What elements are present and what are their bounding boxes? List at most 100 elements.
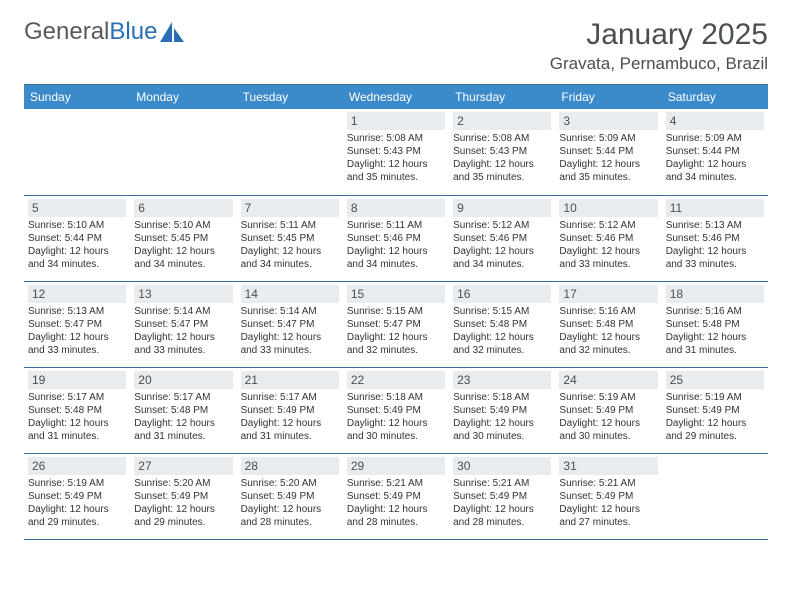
sunset-line: Sunset: 5:46 PM [453, 232, 551, 245]
day-info: Sunrise: 5:21 AMSunset: 5:49 PMDaylight:… [347, 477, 445, 529]
day-info: Sunrise: 5:21 AMSunset: 5:49 PMDaylight:… [453, 477, 551, 529]
day-number: 22 [347, 371, 445, 389]
sunset-line: Sunset: 5:47 PM [347, 318, 445, 331]
day-info: Sunrise: 5:11 AMSunset: 5:45 PMDaylight:… [241, 219, 339, 271]
daylight-line-1: Daylight: 12 hours [134, 503, 232, 516]
daylight-line-1: Daylight: 12 hours [241, 245, 339, 258]
day-number: 16 [453, 285, 551, 303]
weekday-header: Monday [130, 85, 236, 110]
daylight-line-2: and 30 minutes. [559, 430, 657, 443]
day-info: Sunrise: 5:12 AMSunset: 5:46 PMDaylight:… [559, 219, 657, 271]
sunrise-line: Sunrise: 5:10 AM [134, 219, 232, 232]
day-number: 31 [559, 457, 657, 475]
sunrise-line: Sunrise: 5:12 AM [559, 219, 657, 232]
calendar-row: 19Sunrise: 5:17 AMSunset: 5:48 PMDayligh… [24, 367, 768, 453]
calendar-day-cell: 9 Sunrise: 5:12 AMSunset: 5:46 PMDaylight… [449, 195, 555, 281]
sunset-line: Sunset: 5:46 PM [347, 232, 445, 245]
calendar-row: 1Sunrise: 5:08 AMSunset: 5:43 PMDaylight… [24, 109, 768, 195]
daylight-line-1: Daylight: 12 hours [666, 158, 764, 171]
calendar-day-cell: 17Sunrise: 5:16 AMSunset: 5:48 PMDayligh… [555, 281, 661, 367]
daylight-line-2: and 32 minutes. [559, 344, 657, 357]
calendar-day-cell: 1Sunrise: 5:08 AMSunset: 5:43 PMDaylight… [343, 109, 449, 195]
daylight-line-2: and 33 minutes. [28, 344, 126, 357]
calendar-day-cell: 16 Sunrise: 5:15 AMSunset: 5:48 PMDayligh… [449, 281, 555, 367]
sunset-line: Sunset: 5:48 PM [453, 318, 551, 331]
calendar-body: 1Sunrise: 5:08 AMSunset: 5:43 PMDaylight… [24, 109, 768, 539]
daylight-line-1: Daylight: 12 hours [347, 503, 445, 516]
sunrise-line: Sunrise: 5:11 AM [241, 219, 339, 232]
calendar-day-cell: 23Sunrise: 5:18 AMSunset: 5:49 PMDayligh… [449, 367, 555, 453]
calendar-day-cell: 6Sunrise: 5:10 AMSunset: 5:45 PMDaylight… [130, 195, 236, 281]
day-info: Sunrise: 5:20 AMSunset: 5:49 PMDaylight:… [134, 477, 232, 529]
sunset-line: Sunset: 5:47 PM [241, 318, 339, 331]
daylight-line-1: Daylight: 12 hours [453, 245, 551, 258]
day-info: Sunrise: 5:15 AMSunset: 5:48 PMDaylight:… [453, 305, 551, 357]
day-number: 17 [559, 285, 657, 303]
daylight-line-1: Daylight: 12 hours [28, 503, 126, 516]
calendar-table: Sunday Monday Tuesday Wednesday Thursday… [24, 84, 768, 540]
daylight-line-1: Daylight: 12 hours [347, 331, 445, 344]
weekday-header: Sunday [24, 85, 130, 110]
calendar-day-cell: 13Sunrise: 5:14 AMSunset: 5:47 PMDayligh… [130, 281, 236, 367]
sunset-line: Sunset: 5:49 PM [559, 404, 657, 417]
day-number: 1 [347, 112, 445, 130]
day-number: 9 [453, 199, 551, 217]
sunset-line: Sunset: 5:45 PM [134, 232, 232, 245]
daylight-line-1: Daylight: 12 hours [28, 417, 126, 430]
calendar-row: 26Sunrise: 5:19 AMSunset: 5:49 PMDayligh… [24, 453, 768, 539]
day-info: Sunrise: 5:17 AMSunset: 5:48 PMDaylight:… [28, 391, 126, 443]
day-info: Sunrise: 5:13 AMSunset: 5:46 PMDaylight:… [666, 219, 764, 271]
calendar-day-cell: 20Sunrise: 5:17 AMSunset: 5:48 PMDayligh… [130, 367, 236, 453]
sunset-line: Sunset: 5:44 PM [28, 232, 126, 245]
logo-text-blue: Blue [109, 18, 157, 46]
sunrise-line: Sunrise: 5:13 AM [28, 305, 126, 318]
daylight-line-2: and 32 minutes. [347, 344, 445, 357]
day-number: 8 [347, 199, 445, 217]
daylight-line-2: and 31 minutes. [134, 430, 232, 443]
daylight-line-1: Daylight: 12 hours [453, 331, 551, 344]
calendar-day-cell: 30Sunrise: 5:21 AMSunset: 5:49 PMDayligh… [449, 453, 555, 539]
daylight-line-2: and 33 minutes. [559, 258, 657, 271]
calendar-day-cell: 29 Sunrise: 5:21 AMSunset: 5:49 PMDayligh… [343, 453, 449, 539]
day-info: Sunrise: 5:12 AMSunset: 5:46 PMDaylight:… [453, 219, 551, 271]
title-month: January 2025 [550, 18, 768, 52]
logo-text-general: General [24, 18, 109, 46]
calendar-empty-cell [130, 109, 236, 195]
sunset-line: Sunset: 5:46 PM [666, 232, 764, 245]
daylight-line-2: and 27 minutes. [559, 516, 657, 529]
daylight-line-2: and 31 minutes. [241, 430, 339, 443]
daylight-line-2: and 30 minutes. [453, 430, 551, 443]
calendar-day-cell: 22Sunrise: 5:18 AMSunset: 5:49 PMDayligh… [343, 367, 449, 453]
daylight-line-1: Daylight: 12 hours [666, 245, 764, 258]
calendar-day-cell: 8Sunrise: 5:11 AMSunset: 5:46 PMDaylight… [343, 195, 449, 281]
calendar-day-cell: 31Sunrise: 5:21 AMSunset: 5:49 PMDayligh… [555, 453, 661, 539]
day-info: Sunrise: 5:13 AMSunset: 5:47 PMDaylight:… [28, 305, 126, 357]
calendar-day-cell: 11Sunrise: 5:13 AMSunset: 5:46 PMDayligh… [662, 195, 768, 281]
sunrise-line: Sunrise: 5:15 AM [347, 305, 445, 318]
calendar-day-cell: 3Sunrise: 5:09 AMSunset: 5:44 PMDaylight… [555, 109, 661, 195]
daylight-line-2: and 35 minutes. [453, 171, 551, 184]
daylight-line-1: Daylight: 12 hours [134, 331, 232, 344]
day-info: Sunrise: 5:17 AMSunset: 5:48 PMDaylight:… [134, 391, 232, 443]
day-number: 27 [134, 457, 232, 475]
daylight-line-2: and 29 minutes. [666, 430, 764, 443]
sunset-line: Sunset: 5:48 PM [666, 318, 764, 331]
day-number: 29 [347, 457, 445, 475]
sunrise-line: Sunrise: 5:20 AM [134, 477, 232, 490]
sunset-line: Sunset: 5:49 PM [347, 404, 445, 417]
title-block: January 2025 Gravata, Pernambuco, Brazil [550, 18, 768, 74]
sunset-line: Sunset: 5:47 PM [134, 318, 232, 331]
sunrise-line: Sunrise: 5:19 AM [666, 391, 764, 404]
daylight-line-2: and 28 minutes. [241, 516, 339, 529]
calendar-day-cell: 14Sunrise: 5:14 AMSunset: 5:47 PMDayligh… [237, 281, 343, 367]
sunrise-line: Sunrise: 5:21 AM [453, 477, 551, 490]
day-number: 25 [666, 371, 764, 389]
day-info: Sunrise: 5:16 AMSunset: 5:48 PMDaylight:… [666, 305, 764, 357]
sunrise-line: Sunrise: 5:17 AM [28, 391, 126, 404]
day-number: 4 [666, 112, 764, 130]
day-info: Sunrise: 5:17 AMSunset: 5:49 PMDaylight:… [241, 391, 339, 443]
sunset-line: Sunset: 5:45 PM [241, 232, 339, 245]
day-info: Sunrise: 5:09 AMSunset: 5:44 PMDaylight:… [559, 132, 657, 184]
daylight-line-1: Daylight: 12 hours [559, 503, 657, 516]
daylight-line-1: Daylight: 12 hours [559, 331, 657, 344]
